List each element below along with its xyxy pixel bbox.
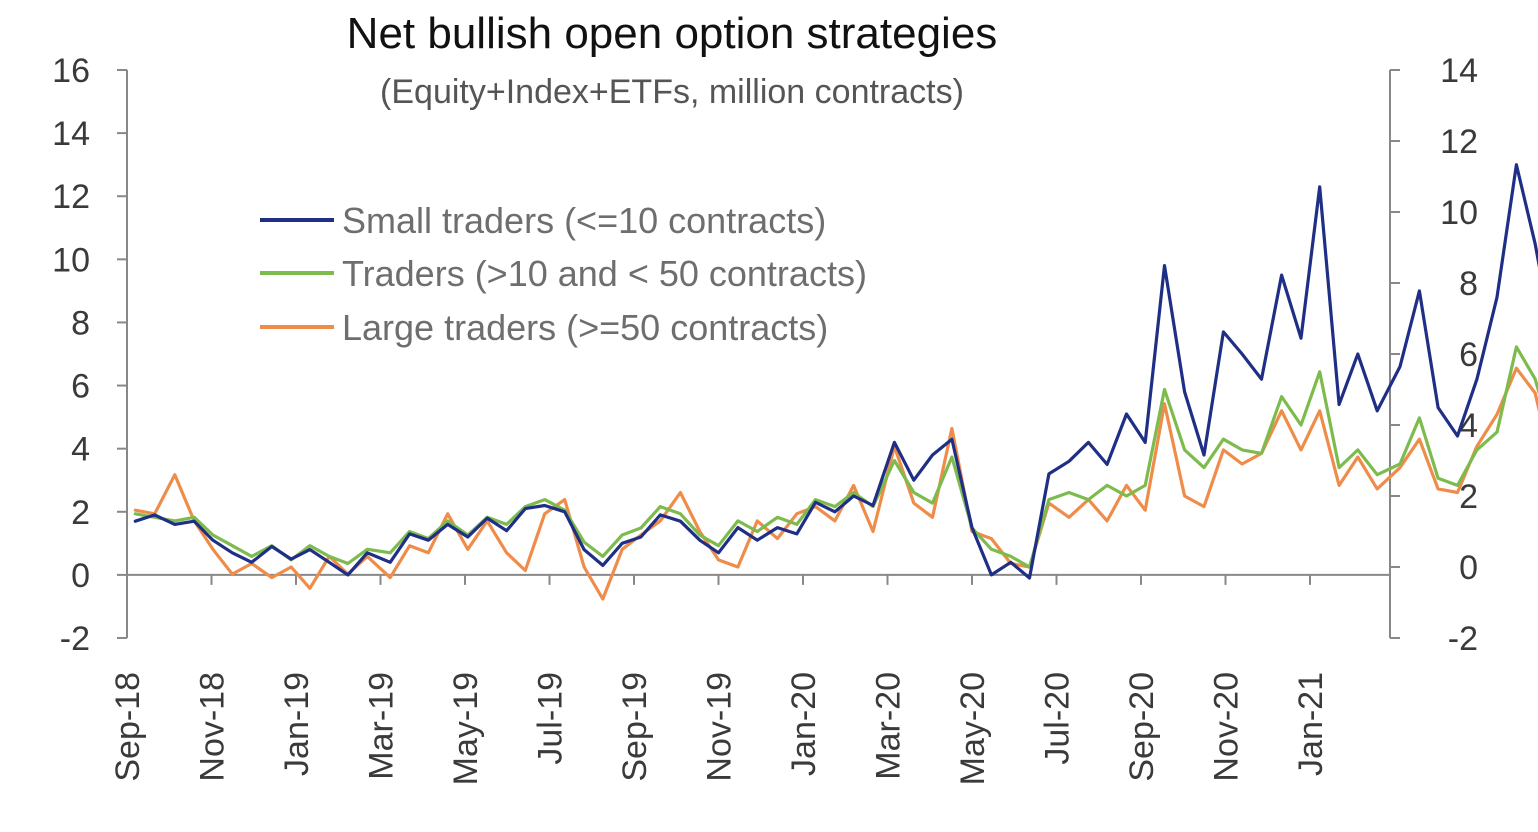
chart-title: Net bullish open option strategies [347,9,998,58]
left-y-tick-label: 2 [71,494,90,532]
x-tick-label: Nov-19 [701,672,739,782]
left-y-tick-label: 16 [52,52,90,90]
x-tick-label: Jan-20 [785,672,823,776]
x-tick-label: Jan-19 [278,672,316,776]
legend-label: Traders (>10 and < 50 contracts) [342,253,867,294]
right-y-tick-label: 0 [1459,549,1478,587]
x-tick-label: Sep-18 [109,672,147,782]
x-tick-label: Jan-21 [1292,672,1330,776]
x-tick-label: Nov-20 [1208,672,1246,782]
left-y-tick-label: 14 [52,115,90,153]
left-y-tick-label: 4 [71,431,90,469]
series-line-2 [133,366,1538,601]
legend-label: Small traders (<=10 contracts) [342,200,826,241]
x-tick-label: Jul-20 [1039,672,1077,765]
series-line-0 [133,163,1538,580]
left-y-axis-ticks: -2 0 2 4 6 8 10 12 14 16 [52,52,127,658]
x-axis-ticks: Sep-18 Nov-18 Jan-19 Mar-19 May-19 Jul-19 Sep-… [109,574,1330,785]
left-y-tick-label: 12 [52,178,90,216]
series-layer [133,163,1538,601]
right-y-tick-label: 6 [1459,336,1478,374]
legend-label: Large traders (>=50 contracts) [342,307,828,348]
chart-subtitle: (Equity+Index+ETFs, million contracts) [380,73,964,111]
x-tick-label: Sep-20 [1123,672,1161,782]
x-tick-label: Nov-18 [194,672,232,782]
left-y-tick-label: 8 [71,304,90,342]
x-tick-label: Sep-19 [616,672,654,782]
right-y-tick-label: -2 [1448,620,1478,658]
x-tick-label: May-19 [447,672,485,785]
legend: Small traders (<=10 contracts) Traders (>… [260,200,867,348]
right-y-tick-label: 10 [1440,194,1478,232]
right-y-tick-label: 2 [1459,478,1478,516]
right-y-tick-label: 12 [1440,123,1478,161]
right-y-tick-label: 14 [1440,52,1478,90]
series-line-1 [133,345,1538,569]
x-tick-label: Mar-20 [870,672,908,780]
left-y-tick-label: 0 [71,557,90,595]
x-tick-label: May-20 [954,672,992,785]
x-tick-label: Mar-19 [363,672,401,780]
left-y-tick-label: -2 [60,620,90,658]
left-y-tick-label: 6 [71,368,90,406]
left-y-tick-label: 10 [52,241,90,279]
x-tick-label: Jul-19 [532,672,570,765]
right-y-tick-label: 8 [1459,265,1478,303]
